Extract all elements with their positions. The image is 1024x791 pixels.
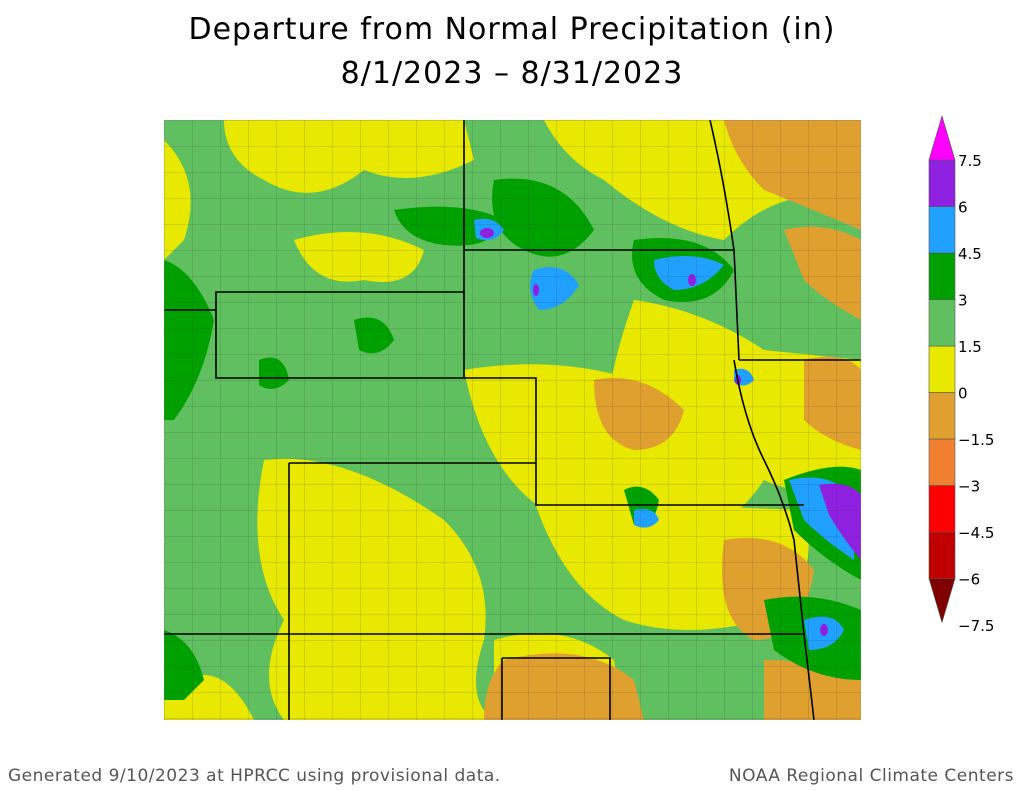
- legend-band: [928, 206, 956, 254]
- legend-label: 1.5: [958, 338, 982, 356]
- legend-band: [928, 392, 956, 440]
- legend-label: 7.5: [958, 152, 982, 170]
- legend-band: [928, 159, 956, 207]
- map-date-range: 8/1/2023 – 8/31/2023: [340, 56, 684, 91]
- legend-band: [928, 299, 956, 347]
- legend-band: [928, 252, 956, 300]
- legend-label: −4.5: [958, 524, 994, 542]
- precipitation-map: [164, 120, 861, 720]
- legend-label: 0: [958, 385, 968, 403]
- legend-label: 4.5: [958, 245, 982, 263]
- color-legend: 7.5 6 4.5 3 1.5 0 −1.5 −3 −4.5 −6 −7.5: [928, 114, 994, 635]
- legend-band: [928, 438, 956, 486]
- legend-label: 3: [958, 292, 968, 310]
- map-title: Departure from Normal Precipitation (in): [188, 12, 836, 47]
- generated-note: Generated 9/10/2023 at HPRCC using provi…: [8, 766, 501, 786]
- source-credit: NOAA Regional Climate Centers: [728, 766, 1014, 786]
- legend-band: [928, 578, 956, 624]
- state-boundaries: [164, 120, 861, 720]
- legend-label: −3: [958, 478, 980, 496]
- legend-band: [928, 114, 956, 161]
- legend-label: −1.5: [958, 431, 994, 449]
- legend-label: −6: [958, 571, 980, 589]
- legend-band: [928, 485, 956, 533]
- legend-band: [928, 345, 956, 393]
- legend-label: −7.5: [958, 617, 994, 635]
- legend-band: [928, 531, 956, 579]
- legend-label: 6: [958, 199, 968, 217]
